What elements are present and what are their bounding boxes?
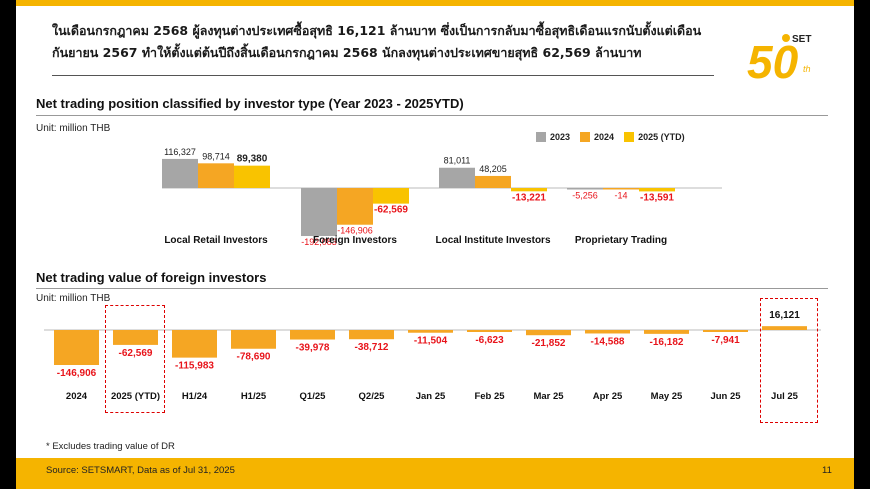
foreign-investor-chart: -146,906 2024 -62,569 2025 (YTD) -115,983 H1/… <box>44 310 821 402</box>
slide: ในเดือนกรกฎาคม 2568 ผู้ลงทุนต่างประเทศซื… <box>16 0 854 489</box>
data-label: -146,906 <box>337 226 373 236</box>
category-label: Jun 25 <box>710 391 741 402</box>
legend-item-2024: 2024 <box>580 132 614 142</box>
bar-local-institute-investors-2025YTD <box>511 188 547 192</box>
data-label: -62,569 <box>374 205 408 216</box>
bar-local-retail-investors-2024 <box>198 163 234 188</box>
set-50th-logo: SET 50 th <box>747 34 811 86</box>
data-label: -14,588 <box>591 336 625 347</box>
headline: ในเดือนกรกฎาคม 2568 ผู้ลงทุนต่างประเทศซื… <box>52 20 752 64</box>
bar-local-institute-investors-2024 <box>475 175 511 188</box>
data-label: -13,221 <box>512 192 546 203</box>
category-label: Q1/25 <box>300 391 327 402</box>
category-label: H1/24 <box>182 391 208 402</box>
bar-proprietary-trading-2025YTD <box>639 188 675 192</box>
category-label: Feb 25 <box>474 391 505 402</box>
bar-2024 <box>54 330 99 365</box>
category-label: 2024 <box>66 391 88 402</box>
bar-local-retail-investors-2023 <box>162 158 198 188</box>
data-label: -38,712 <box>355 342 389 353</box>
bar-foreign-investors-2024 <box>337 188 373 225</box>
section1-unit: Unit: million THB <box>36 123 111 134</box>
bar-foreign-investors-2023 <box>301 188 337 237</box>
category-label: May 25 <box>651 391 683 402</box>
legend-swatch <box>624 132 635 142</box>
data-label: -115,983 <box>175 361 214 372</box>
data-label: -39,978 <box>296 343 330 354</box>
category-label: Local Institute Investors <box>435 235 550 246</box>
category-label: Jul 25 <box>771 391 799 402</box>
data-label: 98,714 <box>202 151 230 161</box>
bar-feb25 <box>467 330 512 332</box>
highlight-box-jul-25 <box>760 298 818 423</box>
data-label: -13,591 <box>640 192 674 203</box>
bar-jun25 <box>703 330 748 332</box>
legend-swatch <box>536 132 546 142</box>
data-label: 116,327 <box>164 147 196 157</box>
section2-divider <box>36 288 828 289</box>
bar-2025ytd <box>113 330 158 345</box>
bar-h125 <box>231 330 276 349</box>
legend-item-2023: 2023 <box>536 132 570 142</box>
data-label: 48,205 <box>479 164 507 174</box>
category-label: Apr 25 <box>593 391 623 402</box>
bar-local-institute-investors-2023 <box>439 167 475 188</box>
bar-foreign-investors-2025YTD <box>373 188 409 204</box>
category-label: Foreign Investors <box>313 235 397 246</box>
category-label: Proprietary Trading <box>575 235 667 246</box>
legend-item-2025: 2025 (YTD) <box>624 132 685 142</box>
category-label: 2025 (YTD) <box>111 391 160 402</box>
section1-title: Net trading position classified by inves… <box>36 96 464 111</box>
section2-title: Net trading value of foreign investors <box>36 270 267 285</box>
bar-q225 <box>349 330 394 340</box>
logo-suffix: th <box>803 64 811 74</box>
section1-divider <box>36 115 828 116</box>
category-label: Q2/25 <box>359 391 386 402</box>
bar-local-retail-investors-2025YTD <box>234 165 270 188</box>
investor-type-chart: 116,327 98,714 89,380 Local Retail Investor… <box>162 147 722 247</box>
data-label: -192,083 <box>301 237 337 247</box>
data-label: -62,569 <box>119 348 153 359</box>
category-label: Jan 25 <box>416 391 446 402</box>
bar-apr25 <box>585 330 630 334</box>
headline-divider <box>52 75 714 76</box>
data-label: -14 <box>614 191 627 201</box>
data-label: -7,941 <box>711 335 740 346</box>
footnote: * Excludes trading value of DR <box>46 441 175 452</box>
source-text: Source: SETSMART, Data as of Jul 31, 202… <box>46 465 235 476</box>
bar-q125 <box>290 330 335 340</box>
bar-may25 <box>644 330 689 334</box>
bar-proprietary-trading-2023 <box>567 188 603 190</box>
section2-unit: Unit: million THB <box>36 293 111 304</box>
top-accent-bar <box>16 0 854 6</box>
category-label: H1/25 <box>241 391 267 402</box>
page-number: 11 <box>822 465 832 476</box>
category-label: Mar 25 <box>533 391 564 402</box>
data-label: -11,504 <box>414 336 448 347</box>
logo-brand: SET <box>792 34 811 45</box>
bar-proprietary-trading-2024 <box>603 188 639 190</box>
data-label: -78,690 <box>237 352 271 363</box>
data-label: 16,121 <box>769 310 800 321</box>
data-label: -6,623 <box>475 335 504 346</box>
category-label: Local Retail Investors <box>164 235 268 246</box>
data-label: -5,256 <box>572 191 598 201</box>
data-label: 89,380 <box>237 154 268 165</box>
footer-bar <box>16 458 854 489</box>
highlight-box-2025-ytd <box>105 305 165 413</box>
bar-h124 <box>172 330 217 358</box>
headline-line-1: ในเดือนกรกฎาคม 2568 ผู้ลงทุนต่างประเทศซื… <box>52 23 702 38</box>
headline-line-2: กันยายน 2567 ทำให้ตั้งแต่ต้นปีถึงสิ้นเดื… <box>52 45 642 60</box>
chart1-legend: 2023 2024 2025 (YTD) <box>536 132 685 142</box>
legend-swatch <box>580 132 591 142</box>
data-label: -16,182 <box>650 337 684 348</box>
data-label: -146,906 <box>57 368 97 379</box>
logo-number: 50 <box>747 36 799 86</box>
data-label: 81,011 <box>444 156 471 166</box>
bar-jul25 <box>762 326 807 330</box>
data-label: -21,852 <box>532 338 566 349</box>
bar-jan25 <box>408 330 453 333</box>
bar-mar25 <box>526 330 571 336</box>
